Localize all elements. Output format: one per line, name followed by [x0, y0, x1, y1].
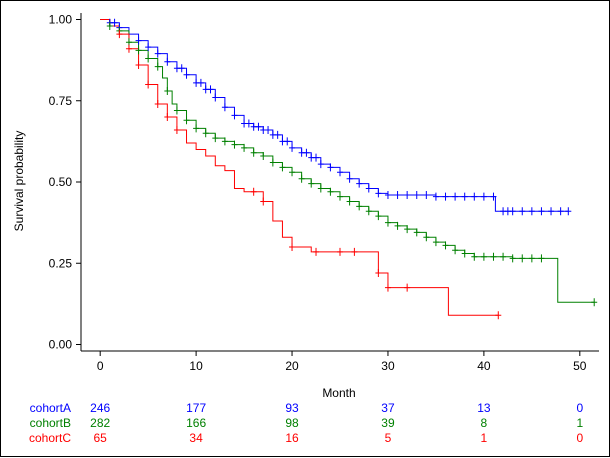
risk-label-cohortA: cohortA [30, 401, 71, 415]
risk-label-cohortC: cohortC [29, 431, 71, 445]
risk-count-cohortC: 65 [94, 431, 108, 445]
y-tick-label: 0.25 [49, 256, 73, 270]
risk-count-cohortA: 93 [285, 401, 299, 415]
risk-count-cohortA: 13 [477, 401, 491, 415]
x-tick-label: 40 [477, 359, 491, 373]
y-axis-label: Survival probability [12, 131, 26, 232]
x-tick-label: 10 [189, 359, 203, 373]
y-tick-label: 0.75 [49, 94, 73, 108]
curve-cohortA [100, 19, 569, 212]
y-tick-label: 0.50 [49, 175, 73, 189]
risk-count-cohortC: 1 [481, 431, 488, 445]
risk-count-cohortA: 0 [576, 401, 583, 415]
risk-count-cohortB: 282 [90, 416, 110, 430]
curve-cohortC [100, 19, 499, 316]
y-tick-label: 0.00 [49, 338, 73, 352]
axes: 0 10 20 30 40 50 0.00 0.25 0.50 0.75 1.00 [49, 13, 599, 373]
x-tick-label: 0 [97, 359, 104, 373]
risk-count-cohortB: 39 [381, 416, 395, 430]
risk-count-cohortC: 34 [189, 431, 203, 445]
x-axis-label: Month [322, 386, 355, 400]
risk-count-cohortA: 37 [381, 401, 395, 415]
risk-count-cohortB: 98 [285, 416, 299, 430]
x-tick-label: 50 [573, 359, 587, 373]
survival-curves [100, 19, 595, 316]
risk-count-cohortB: 1 [576, 416, 583, 430]
risk-count-cohortC: 5 [385, 431, 392, 445]
x-tick-label: 20 [285, 359, 299, 373]
censor-marks [106, 18, 598, 320]
risk-label-cohortB: cohortB [30, 416, 71, 430]
risk-count-cohortA: 246 [90, 401, 110, 415]
x-tick-label: 30 [381, 359, 395, 373]
risk-count-cohortC: 0 [576, 431, 583, 445]
risk-count-cohortB: 8 [481, 416, 488, 430]
risk-count-cohortC: 16 [285, 431, 299, 445]
risk-count-cohortB: 166 [186, 416, 206, 430]
risk-count-cohortA: 177 [186, 401, 206, 415]
y-tick-label: 1.00 [49, 13, 73, 27]
